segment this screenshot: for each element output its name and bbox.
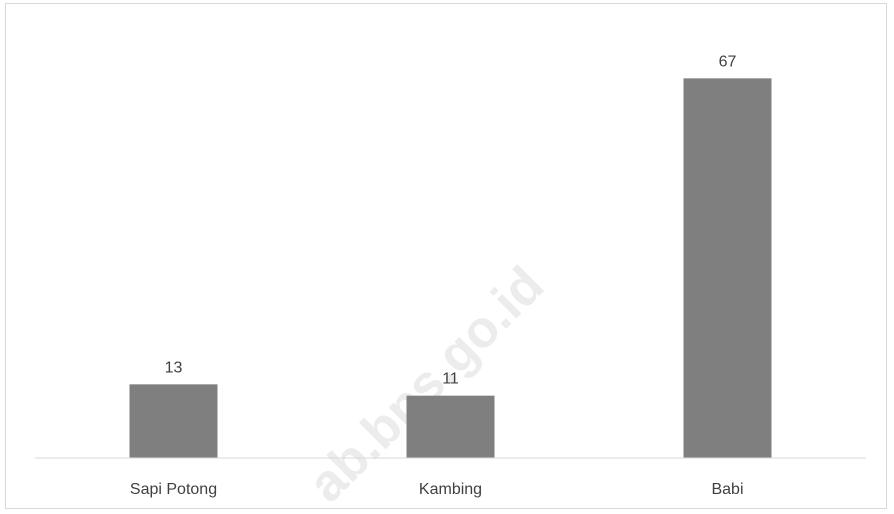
data-label: 67 (719, 53, 737, 70)
data-label: 13 (165, 359, 183, 376)
category-label: Kambing (419, 481, 482, 498)
bar-babi (683, 78, 772, 458)
bar-sapi-potong (129, 384, 218, 458)
category-label: Babi (711, 481, 743, 498)
bar-kambing (406, 395, 495, 458)
bars-group (129, 78, 772, 458)
labels-group: 13 Sapi Potong 11 Kambing 67 Babi (130, 53, 744, 498)
category-label: Sapi Potong (130, 481, 217, 498)
data-label: 11 (442, 371, 459, 388)
watermark: ab.bps.go.id (297, 256, 555, 514)
